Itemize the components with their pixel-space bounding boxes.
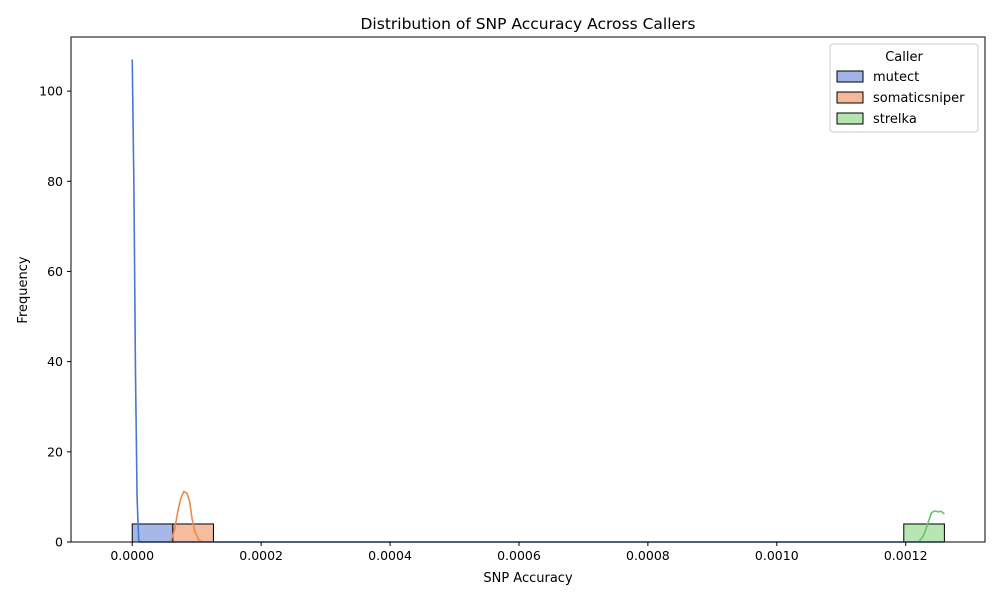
legend-label-mutect: mutect: [873, 70, 919, 85]
legend-box: [829, 43, 979, 133]
x-axis-label: SNP Accuracy: [483, 571, 573, 586]
x-axis: 0.0000 0.0002 0.0004 0.0006 0.0008 0.0010 0.00…: [110, 542, 928, 563]
y-tick-label-3: 60: [47, 264, 63, 279]
x-tick-label-5: 0.0010: [755, 548, 799, 563]
y-axis-label: Frequency: [16, 256, 31, 323]
legend-entries: mutect somaticsniper strelka: [836, 70, 965, 127]
legend-item-strelka: strelka: [836, 112, 917, 127]
plot-area: [131, 59, 945, 543]
legend-swatch-somaticsniper: [836, 91, 864, 104]
y-axis: 0 20 40 60 80 100: [39, 84, 71, 550]
x-tick-label-3: 0.0006: [497, 548, 541, 563]
x-tick-label-0: 0.0000: [110, 548, 154, 563]
y-tick-label-5: 100: [39, 84, 63, 99]
chart-title: Distribution of SNP Accuracy Across Call…: [361, 15, 696, 33]
legend-swatch-mutect: [836, 70, 864, 83]
kde-line-mutect: [131, 59, 945, 543]
y-tick-label-1: 20: [47, 444, 63, 459]
y-tick-label-0: 0: [55, 535, 63, 550]
legend-title: Caller: [885, 50, 923, 65]
x-tick-label-2: 0.0004: [368, 548, 412, 563]
y-tick-label-2: 40: [47, 354, 63, 369]
x-tick-label-1: 0.0002: [239, 548, 283, 563]
kde-line-somaticsniper: [170, 490, 205, 543]
kde-line-strelka: [917, 510, 945, 543]
legend-label-somaticsniper: somaticsniper: [873, 91, 965, 106]
plot-frame: [70, 36, 986, 543]
x-tick-label-4: 0.0008: [626, 548, 670, 563]
legend-label-strelka: strelka: [873, 112, 917, 127]
legend-swatch-strelka: [836, 112, 864, 125]
legend-item-somaticsniper: somaticsniper: [836, 91, 965, 106]
legend: Caller mutect somaticsniper strelka: [829, 43, 979, 133]
y-tick-label-4: 80: [47, 174, 63, 189]
legend-item-mutect: mutect: [836, 70, 919, 85]
x-tick-label-6: 0.0012: [884, 548, 928, 563]
